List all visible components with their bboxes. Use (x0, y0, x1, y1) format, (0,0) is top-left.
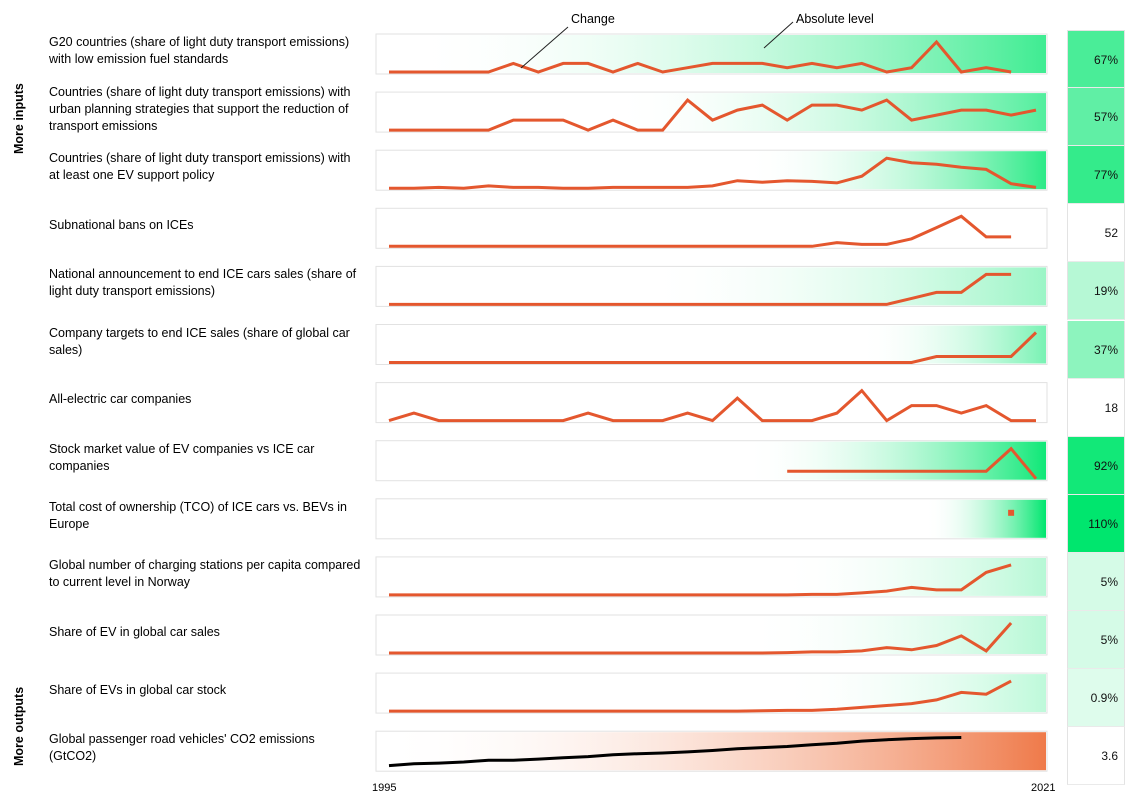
row-line-10 (389, 622, 1013, 655)
x-end-label: 2021 (1031, 782, 1056, 794)
row-label-11: Share of EVs in global car stock (49, 682, 227, 697)
change-annotation: Change (571, 12, 615, 26)
row-label-1: Countries (share of light duty transport… (49, 84, 351, 133)
row-band-0 (377, 35, 1046, 73)
row-line-4 (389, 272, 1012, 306)
row-value-6: 18 (1067, 378, 1125, 437)
change-leader (520, 26, 569, 69)
row-value-12: 3.6 (1067, 727, 1125, 786)
row-value-7: 92% (1067, 436, 1125, 495)
absolute-level-annotation: Absolute level (796, 12, 874, 26)
row-point-8 (1008, 509, 1015, 516)
row-value-11: 0.9% (1067, 669, 1125, 728)
row-label-8: Total cost of ownership (TCO) of ICE car… (49, 499, 348, 531)
row-label-12: Global passenger road vehicles' CO2 emis… (49, 732, 315, 764)
row-value-9: 5% (1067, 552, 1125, 611)
row-value-8: 110% (1067, 494, 1125, 553)
row-value-3: 52 (1067, 204, 1125, 263)
row-value-1: 57% (1067, 88, 1125, 147)
row-line-3 (389, 214, 1012, 248)
row-band-7 (377, 441, 1046, 480)
row-label-3: Subnational bans on ICEs (49, 217, 194, 232)
row-value-10: 5% (1067, 611, 1125, 670)
row-label-10: Share of EV in global car sales (49, 624, 220, 639)
row-label-4: National announcement to end ICE cars sa… (49, 267, 357, 299)
more-outputs-label: More outputs (12, 686, 26, 766)
row-band-2 (377, 151, 1046, 190)
x-start-label: 1995 (372, 782, 397, 794)
absolute-level-leader (763, 21, 794, 49)
row-label-2: Countries (share of light duty transport… (49, 151, 351, 183)
row-line-9 (389, 563, 1012, 597)
row-label-5: Company targets to end ICE sales (share … (49, 325, 350, 357)
row-band-8 (377, 499, 1046, 538)
row-value-4: 19% (1067, 262, 1125, 321)
row-band-1 (377, 93, 1046, 132)
row-band-4 (377, 267, 1046, 306)
more-inputs-label: More inputs (12, 83, 26, 154)
row-line-11 (389, 679, 1012, 713)
row-line-2 (389, 156, 1037, 190)
row-band-11 (377, 674, 1046, 713)
row-value-5: 37% (1067, 320, 1125, 379)
row-panel-6 (375, 382, 1048, 424)
row-line-6 (388, 388, 1036, 423)
row-label-0: G20 countries (share of light duty trans… (49, 35, 350, 66)
row-label-7: Stock market value of EV companies vs IC… (49, 441, 315, 473)
row-value-2: 77% (1067, 146, 1125, 205)
row-band-10 (377, 616, 1046, 654)
row-line-5 (389, 331, 1038, 364)
row-label-6: All-electric car companies (49, 392, 192, 407)
row-line-7 (787, 446, 1038, 480)
row-line-0 (389, 39, 1012, 74)
row-line-1 (389, 98, 1037, 132)
row-value-0: 67% (1067, 30, 1125, 89)
row-label-9: Global number of charging stations per c… (49, 557, 361, 589)
row-panel-3 (375, 207, 1048, 249)
row-line-12 (388, 736, 962, 768)
